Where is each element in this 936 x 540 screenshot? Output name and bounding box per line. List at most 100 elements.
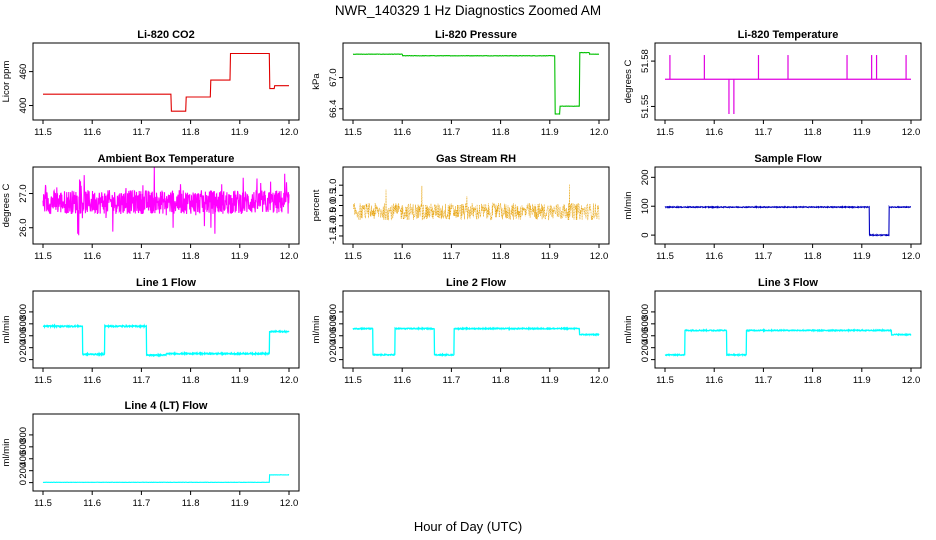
- x-tick-label: 12.0: [902, 251, 921, 262]
- y-tick-label: 67.0: [328, 68, 339, 87]
- panel-ylabel: kPa: [311, 73, 322, 90]
- y-tick-label: 0: [18, 480, 29, 485]
- x-tick-label: 11.8: [492, 251, 510, 262]
- y-tick-label: 1.0: [328, 179, 339, 192]
- x-tick-label: 11.5: [34, 375, 52, 386]
- panel-title: Line 1 Flow: [136, 277, 196, 289]
- series-line: [42, 323, 290, 358]
- x-tick-label: 11.8: [804, 375, 822, 386]
- x-tick-label: 11.9: [541, 375, 559, 386]
- panel-frame: [32, 166, 300, 245]
- x-tick-label: 11.6: [393, 375, 411, 386]
- panel-frame: [32, 290, 300, 369]
- x-tick-label: 11.8: [182, 498, 200, 509]
- panel-5: Gas Stream RH percent 11.5 11.6 11.7 11.8 11.9…: [311, 153, 610, 262]
- panel-title: Ambient Box Temperature: [98, 153, 235, 165]
- panel-frame: [32, 42, 300, 121]
- panel-frame: [342, 166, 610, 245]
- y-tick-label: 460: [18, 64, 29, 80]
- series-line: [664, 327, 912, 358]
- panel-frame: [342, 42, 610, 121]
- y-tick-label: 600: [18, 316, 29, 332]
- x-tick-label: 12.0: [280, 375, 299, 386]
- panel-series: [664, 204, 912, 237]
- x-tick-label: 11.5: [656, 127, 674, 138]
- x-tick-label: 11.8: [182, 251, 200, 262]
- y-tick-label: 200: [640, 340, 651, 356]
- panel-series: [42, 323, 290, 358]
- series-line: [42, 473, 290, 484]
- x-tick-label: 12.0: [280, 127, 299, 138]
- panel-7: Line 1 Flow ml/min 11.5 11.6 11.7 11.8 11.9 12.…: [1, 277, 300, 386]
- panel-3: Li-820 Temperature degrees C 11.5 11.6 11.7 1…: [623, 29, 922, 138]
- y-tick-label: 26.0: [18, 218, 29, 237]
- panel-ylabel: ml/min: [1, 439, 12, 467]
- series-line: [353, 184, 600, 221]
- x-tick-label: 11.8: [804, 127, 822, 138]
- x-tick-label: 11.5: [344, 251, 362, 262]
- y-tick-label: 51.55: [640, 95, 651, 119]
- x-tick-label: 11.6: [705, 375, 723, 386]
- x-tick-label: 11.7: [443, 127, 461, 138]
- panel-frame: [654, 42, 922, 121]
- series-line: [43, 52, 289, 112]
- figure-xlabel: Hour of Day (UTC): [414, 519, 522, 534]
- x-tick-label: 11.5: [34, 251, 52, 262]
- x-tick-label: 11.6: [393, 127, 411, 138]
- y-tick-label: 66.4: [328, 100, 339, 119]
- panel-series: [353, 184, 600, 221]
- x-tick-label: 11.9: [853, 251, 871, 262]
- x-tick-label: 11.9: [853, 127, 871, 138]
- x-tick-label: 11.7: [133, 375, 151, 386]
- x-tick-label: 11.5: [344, 375, 362, 386]
- x-tick-label: 11.9: [853, 375, 871, 386]
- x-tick-label: 12.0: [902, 127, 921, 138]
- panel-9: Line 3 Flow ml/min 11.5 11.6 11.7 11.8 11.9 12.…: [623, 277, 922, 386]
- panel-ylabel: ml/min: [311, 316, 322, 344]
- x-tick-label: 11.6: [393, 251, 411, 262]
- panel-ylabel: degrees C: [1, 183, 12, 227]
- x-tick-label: 11.9: [231, 127, 249, 138]
- panel-8: Line 2 Flow ml/min 11.5 11.6 11.7 11.8 11.9 12.…: [311, 277, 610, 386]
- x-tick-label: 11.9: [231, 375, 249, 386]
- panel-title: Li-820 CO2: [137, 29, 194, 41]
- panel-1: Li-820 CO2 Licor ppm 11.5 11.6 11.7 11.8 11.9 1…: [1, 29, 300, 138]
- x-tick-label: 11.6: [705, 251, 723, 262]
- figure-title: NWR_140329 1 Hz Diagnostics Zoomed AM: [335, 3, 601, 18]
- x-tick-label: 11.6: [705, 127, 723, 138]
- x-tick-label: 12.0: [902, 375, 921, 386]
- y-tick-label: 51.58: [640, 49, 651, 73]
- y-tick-label: 800: [18, 304, 29, 320]
- x-tick-label: 11.5: [34, 498, 52, 509]
- y-tick-label: 400: [18, 328, 29, 344]
- x-tick-label: 12.0: [590, 127, 609, 138]
- y-tick-label: 200: [18, 340, 29, 356]
- x-tick-label: 11.6: [83, 251, 101, 262]
- panel-2: Li-820 Pressure kPa 11.5 11.6 11.7 11.8 11.9 12…: [311, 29, 610, 138]
- x-tick-label: 11.7: [133, 498, 151, 509]
- x-tick-label: 11.7: [755, 127, 773, 138]
- y-tick-label: 200: [640, 169, 651, 185]
- y-tick-label: 400: [328, 328, 339, 344]
- x-tick-label: 11.8: [492, 127, 510, 138]
- y-tick-label: 100: [640, 198, 651, 214]
- x-tick-label: 11.6: [83, 375, 101, 386]
- x-tick-label: 11.7: [443, 375, 461, 386]
- panel-series: [665, 55, 911, 114]
- x-tick-label: 11.7: [443, 251, 461, 262]
- panel-ylabel: ml/min: [623, 316, 634, 344]
- x-tick-label: 11.6: [83, 127, 101, 138]
- x-tick-label: 11.8: [804, 251, 822, 262]
- y-tick-label: 400: [640, 328, 651, 344]
- panel-title: Line 2 Flow: [446, 277, 506, 289]
- panel-ylabel: Licor ppm: [1, 61, 12, 103]
- panel-series: [42, 167, 290, 236]
- x-tick-label: 11.9: [541, 127, 559, 138]
- y-tick-label: 800: [328, 304, 339, 320]
- y-tick-label: 0.0: [328, 199, 339, 212]
- y-tick-label: 400: [18, 98, 29, 114]
- series-line: [352, 326, 600, 358]
- y-tick-label: 600: [18, 439, 29, 455]
- y-tick-label: 0: [18, 357, 29, 362]
